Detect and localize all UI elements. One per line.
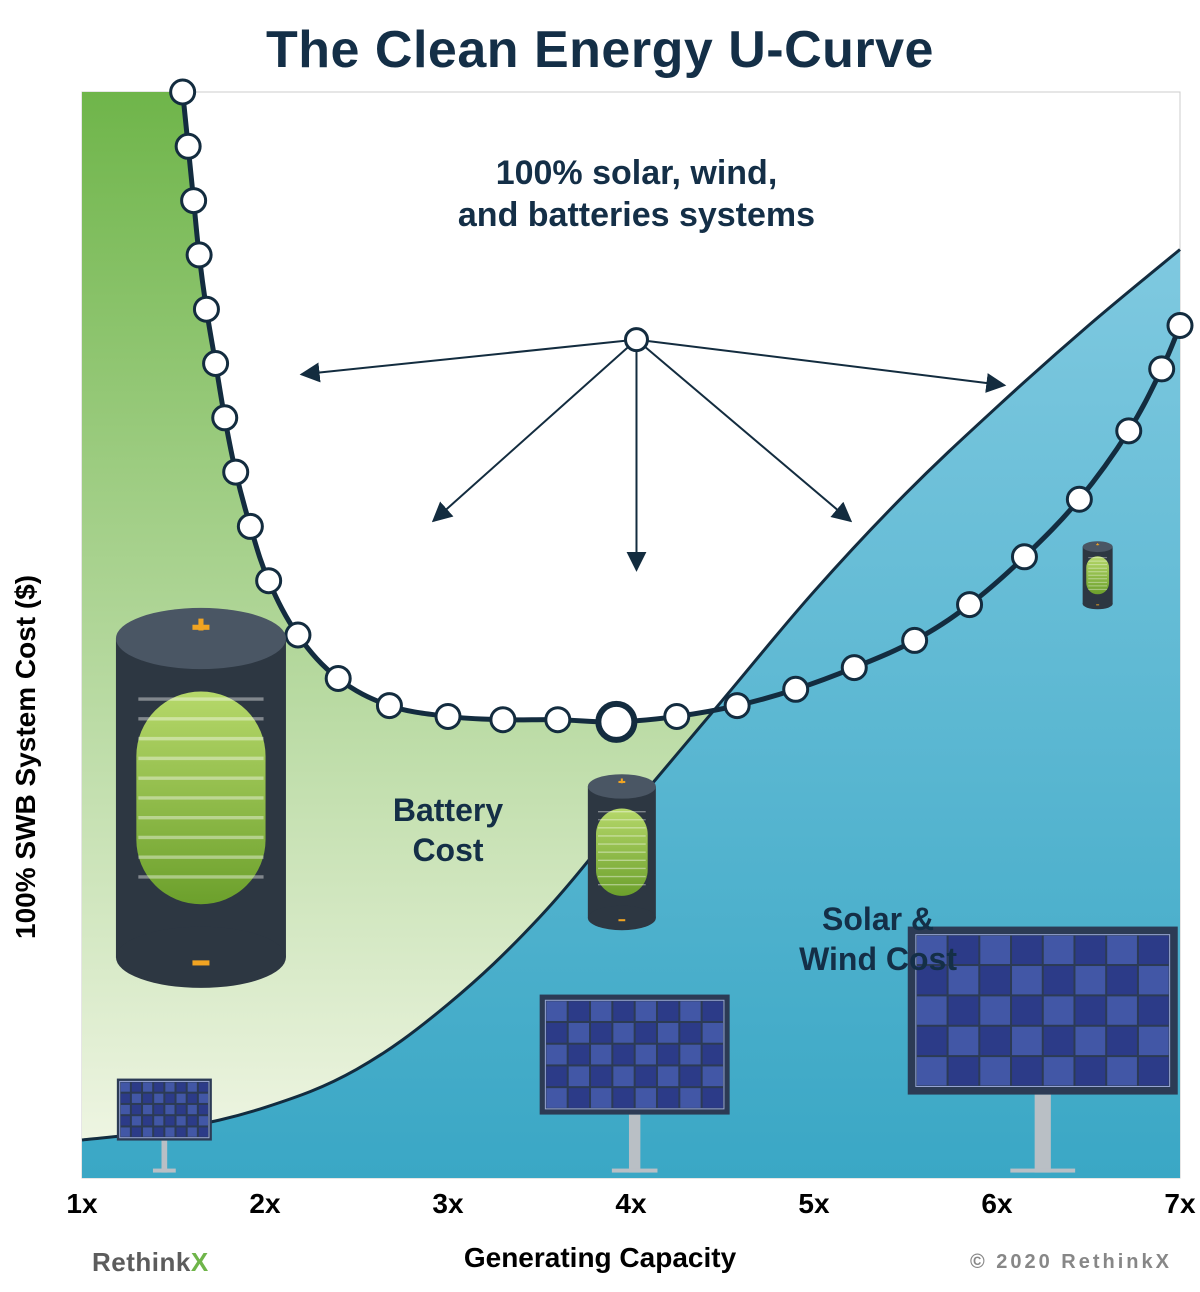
u-curve-dot: [1150, 357, 1174, 381]
u-curve-dot: [1117, 419, 1141, 443]
u-curve-dot: [491, 708, 515, 732]
battery-icon: [1083, 541, 1113, 609]
u-curve-dot: [546, 708, 570, 732]
u-curve-dot: [204, 352, 228, 376]
u-curve-dot: [1067, 487, 1091, 511]
callout-line1: 100% solar, wind,: [496, 154, 778, 192]
u-curve-dot: [187, 243, 211, 267]
brand-logo: RethinkX: [92, 1247, 209, 1278]
battery-icon: [588, 774, 656, 930]
callout-line2: and batteries systems: [458, 196, 815, 234]
u-curve-dot: [257, 569, 281, 593]
u-curve-dot: [171, 80, 195, 104]
battery-cost-line2: Cost: [412, 832, 483, 868]
x-tick: 7x: [1150, 1188, 1200, 1220]
u-curve-minimum-dot: [598, 704, 634, 740]
u-curve-dot: [238, 514, 262, 538]
brand-accent: X: [191, 1247, 209, 1277]
battery-icon: [116, 608, 286, 988]
x-tick: 4x: [601, 1188, 661, 1220]
battery-cost-label: Battery Cost: [358, 790, 538, 870]
u-curve-dot: [224, 460, 248, 484]
solar-wind-line2: Wind Cost: [799, 941, 957, 977]
callout-arrow: [636, 340, 850, 521]
u-curve-dot: [665, 704, 689, 728]
u-curve-dot: [182, 189, 206, 213]
u-curve-dot: [1012, 545, 1036, 569]
u-curve-dot: [286, 623, 310, 647]
x-tick: 5x: [784, 1188, 844, 1220]
x-tick: 1x: [52, 1188, 112, 1220]
x-tick: 6x: [967, 1188, 1027, 1220]
brand-main: Rethink: [92, 1247, 191, 1277]
u-curve-dot: [903, 628, 927, 652]
u-curve-dot: [958, 593, 982, 617]
u-curve-dot: [213, 406, 237, 430]
u-curve-dot: [784, 677, 808, 701]
solar-wind-cost-label: Solar & Wind Cost: [768, 899, 988, 979]
u-curve-dot: [377, 694, 401, 718]
copyright: © 2020 RethinkX: [970, 1251, 1172, 1274]
u-curve-dot: [194, 297, 218, 321]
x-tick: 2x: [235, 1188, 295, 1220]
callout-arrow: [636, 340, 1004, 386]
u-curve-dot: [725, 694, 749, 718]
callout-label: 100% solar, wind, and batteries systems: [416, 152, 856, 237]
solar-wind-line1: Solar &: [822, 901, 934, 937]
callout-arrow: [433, 340, 636, 521]
x-tick: 3x: [418, 1188, 478, 1220]
u-curve-dot: [1168, 313, 1192, 337]
callout-hub-dot: [625, 329, 647, 351]
u-curve-dot: [436, 704, 460, 728]
u-curve-dot: [326, 666, 350, 690]
u-curve-dot: [176, 134, 200, 158]
battery-cost-line1: Battery: [393, 792, 503, 828]
callout-arrow: [302, 340, 637, 375]
u-curve-dot: [842, 656, 866, 680]
